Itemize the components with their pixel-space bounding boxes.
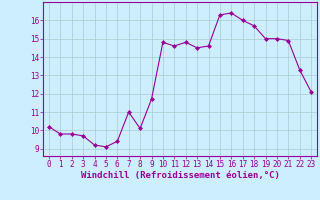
X-axis label: Windchill (Refroidissement éolien,°C): Windchill (Refroidissement éolien,°C) xyxy=(81,171,279,180)
